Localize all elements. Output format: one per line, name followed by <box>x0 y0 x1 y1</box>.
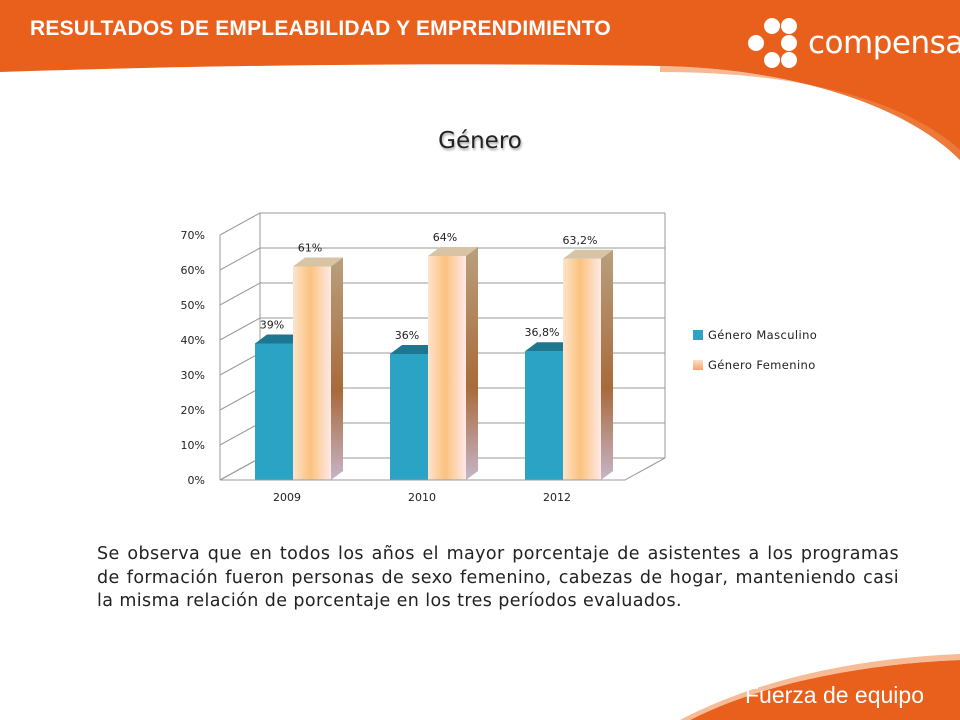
bar-top-femenino-2009 <box>293 257 343 267</box>
bar-top-masculino-2009 <box>255 334 305 344</box>
y-tick-label: 70% <box>181 229 205 242</box>
legend-label: Género Masculino <box>708 328 817 342</box>
x-tick-label: 2009 <box>273 491 301 504</box>
y-tick-label: 0% <box>188 474 205 487</box>
header-title: RESULTADOS DE EMPLEABILIDAD Y EMPRENDIMI… <box>30 17 611 40</box>
bar-femenino-2012 <box>563 258 601 480</box>
legend-swatch <box>693 360 703 370</box>
bar-masculino-2012 <box>525 351 563 480</box>
x-tick-label: 2012 <box>543 491 571 504</box>
data-label: 63,2% <box>563 234 598 247</box>
bar-femenino-2009 <box>293 266 331 480</box>
compensar-logo-icon <box>748 18 797 68</box>
footer-band <box>680 654 960 720</box>
y-tick-label: 20% <box>181 404 205 417</box>
data-label: 61% <box>298 242 322 255</box>
header-band <box>0 0 960 160</box>
bar-femenino-2010 <box>428 256 466 480</box>
bar-masculino-2010 <box>390 354 428 480</box>
bar-top-masculino-2012 <box>525 342 575 352</box>
legend-label: Género Femenino <box>708 358 816 372</box>
description-paragraph: Se observa que en todos los años el mayo… <box>97 544 899 612</box>
bar-side-femenino-2010 <box>466 247 478 480</box>
bar-top-femenino-2012 <box>563 249 613 259</box>
legend-swatch <box>693 330 703 340</box>
y-tick-label: 10% <box>181 439 205 452</box>
gender-bar-chart: 0% 10% 20% 30% 40% 50% 60% 70% 39% 61% 36% 64% 36,8… <box>181 212 817 504</box>
y-tick-label: 60% <box>181 264 205 277</box>
y-axis-ticks: 0% 10% 20% 30% 40% 50% 60% 70% <box>181 229 205 487</box>
data-label: 64% <box>433 231 457 244</box>
chart-legend: Género Masculino Género Femenino <box>693 328 817 372</box>
bar-top-femenino-2010 <box>428 247 478 256</box>
chart-title: Género <box>438 128 522 154</box>
footer-tagline: Fuerza de equipo <box>744 682 924 708</box>
chart-bars: 39% 61% 36% 64% 36,8% 63,2% <box>255 231 613 480</box>
bar-side-femenino-2012 <box>601 249 613 480</box>
data-label: 36,8% <box>525 326 560 339</box>
y-tick-label: 50% <box>181 299 205 312</box>
x-tick-label: 2010 <box>408 491 436 504</box>
bar-masculino-2009 <box>255 343 293 480</box>
y-tick-label: 30% <box>181 369 205 382</box>
bar-side-femenino-2009 <box>331 257 343 480</box>
data-label: 36% <box>395 329 419 342</box>
x-axis-ticks: 2009 2010 2012 <box>220 479 625 504</box>
data-label: 39% <box>260 319 284 332</box>
logo-text: compensar <box>808 25 960 61</box>
bar-top-masculino-2010 <box>390 345 440 354</box>
y-tick-label: 40% <box>181 334 205 347</box>
